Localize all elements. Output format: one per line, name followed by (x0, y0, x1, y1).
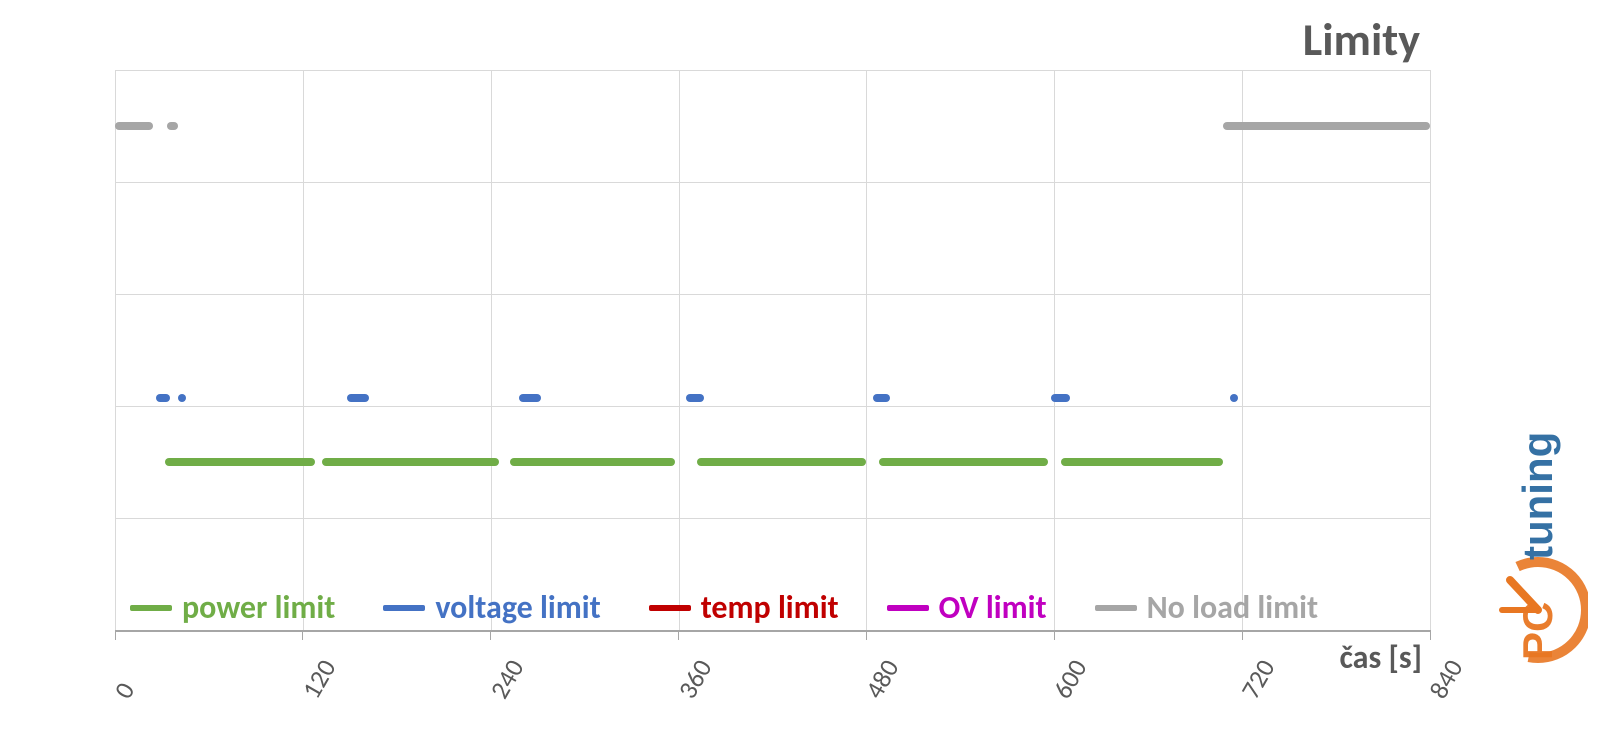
legend-label: OV limit (939, 588, 1047, 627)
legend-swatch (130, 605, 172, 611)
legend-item-power_limit: power limit (130, 588, 335, 627)
x-tick-label: 480 (858, 654, 905, 704)
legend-label: power limit (182, 588, 335, 627)
chart-title: Limity (1303, 12, 1420, 68)
series-segment-power_limit (697, 458, 866, 466)
x-tick-label: 360 (671, 654, 718, 704)
legend-swatch (649, 605, 691, 611)
series-segment-power_limit (322, 458, 499, 466)
series-segment-no_load_limit (115, 122, 153, 130)
gridline-horizontal (115, 70, 1430, 71)
legend-swatch (383, 605, 425, 611)
series-segment-voltage_limit (519, 394, 541, 402)
gridline-vertical (866, 70, 867, 630)
series-segment-voltage_limit (156, 394, 170, 402)
series-segment-power_limit (1061, 458, 1224, 466)
series-segment-no_load_limit (167, 122, 178, 130)
x-axis-label: čas [s] (1339, 638, 1422, 677)
series-segment-power_limit (510, 458, 676, 466)
legend-label: No load limit (1147, 588, 1318, 627)
legend-swatch (1095, 605, 1137, 611)
series-segment-voltage_limit (1230, 394, 1238, 402)
series-segment-no_load_limit (1223, 122, 1430, 130)
legend-item-temp_limit: temp limit (649, 588, 839, 627)
series-segment-power_limit (879, 458, 1048, 466)
watermark-logo: PC tuning (1488, 300, 1588, 705)
legend-swatch (887, 605, 929, 611)
svg-text:tuning: tuning (1514, 432, 1561, 560)
series-segment-voltage_limit (178, 394, 186, 402)
series-segment-voltage_limit (1051, 394, 1070, 402)
plot-area (115, 70, 1430, 630)
series-segment-voltage_limit (873, 394, 890, 402)
gridline-horizontal (115, 294, 1430, 295)
gridline-vertical (1054, 70, 1055, 630)
gridline-vertical (1430, 70, 1431, 630)
gridline-horizontal (115, 406, 1430, 407)
gridline-vertical (303, 70, 304, 630)
x-tick-label: 0 (107, 677, 141, 704)
legend-label: voltage limit (435, 588, 600, 627)
gridline-horizontal (115, 182, 1430, 183)
gridline-vertical (491, 70, 492, 630)
x-axis-line (115, 630, 1430, 632)
svg-text:PC: PC (1514, 602, 1561, 660)
x-tick-label: 840 (1422, 654, 1469, 704)
x-tick-label: 240 (483, 654, 530, 704)
legend: power limit voltage limit temp limit OV lim… (130, 588, 1318, 627)
x-tick-label: 600 (1046, 654, 1093, 704)
gridline-horizontal (115, 518, 1430, 519)
series-segment-power_limit (165, 458, 315, 466)
gridline-vertical (115, 70, 116, 630)
gridline-vertical (1242, 70, 1243, 630)
series-segment-voltage_limit (686, 394, 703, 402)
legend-item-ov_limit: OV limit (887, 588, 1047, 627)
legend-item-voltage_limit: voltage limit (383, 588, 600, 627)
legend-item-no_load_limit: No load limit (1095, 588, 1318, 627)
series-segment-voltage_limit (347, 394, 369, 402)
chart-container: Limity power limit voltage limit temp limi… (0, 0, 1600, 745)
x-tick-label: 720 (1234, 654, 1281, 704)
gridline-vertical (679, 70, 680, 630)
x-tick-label: 120 (295, 654, 342, 704)
legend-label: temp limit (701, 588, 839, 627)
